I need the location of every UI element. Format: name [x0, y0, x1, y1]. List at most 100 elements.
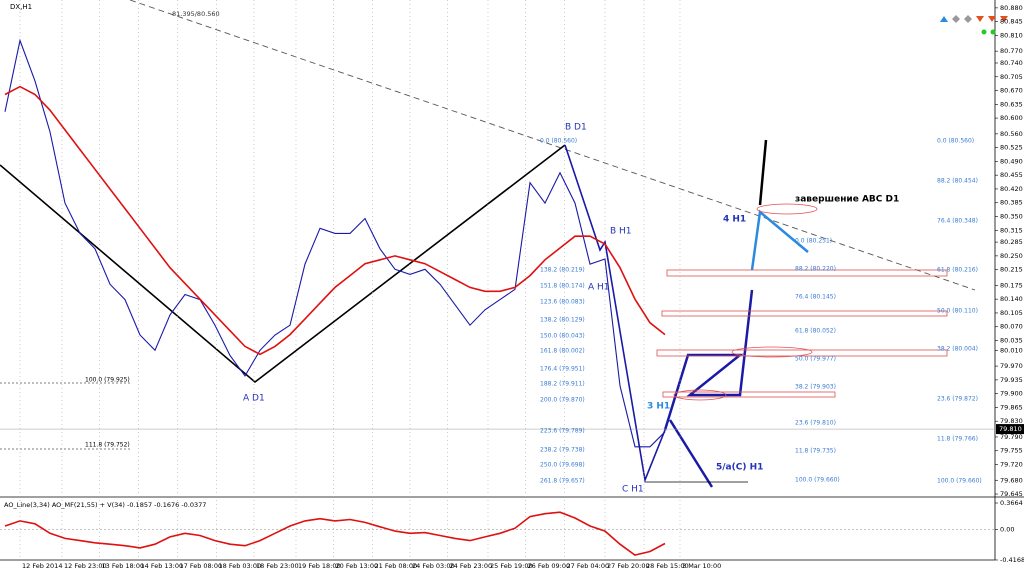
y-tick-label: 80.105	[1000, 309, 1023, 317]
annotation: A H1	[588, 283, 610, 293]
y-tick-label: 80.455	[1000, 171, 1023, 179]
y-tick-label: 80.250	[1000, 252, 1023, 260]
annotation: A D1	[243, 394, 265, 404]
y-tick-label: 79.865	[1000, 403, 1023, 411]
y-tick-label: 80.600	[1000, 114, 1023, 122]
fib-label: 11.8 (79.735)	[795, 448, 836, 455]
wave-forecast	[663, 289, 754, 431]
fib-label: 11.8 (79.766)	[937, 436, 978, 443]
y-tick-label: 80.420	[1000, 185, 1023, 193]
chart-title: DX,H1	[10, 3, 32, 11]
y-tick-label: 79.970	[1000, 362, 1023, 370]
x-tick-label: 12 Feb 23:00	[64, 562, 107, 570]
fib-label: 123.6 (80.083)	[540, 299, 585, 306]
fib-label: 0.0 (80.251)	[795, 238, 832, 245]
y-tick-label: 80.635	[1000, 100, 1023, 108]
fib-label: 38.2 (80.004)	[937, 346, 978, 353]
annotation: завершение ABC D1	[795, 195, 899, 205]
annotation: 3 H1	[647, 402, 670, 412]
y-tick-label: 80.740	[1000, 59, 1023, 67]
fib-label: 238.2 (79.738)	[540, 447, 585, 454]
fib-label: 250.0 (79.698)	[540, 462, 585, 469]
y-tick-label: 80.845	[1000, 18, 1023, 26]
fib-label: 23.6 (79.872)	[937, 396, 978, 403]
fib-label: 76.4 (80.145)	[795, 294, 836, 301]
x-tick-label: 27 Feb 20:00	[607, 562, 650, 570]
wave-projection	[758, 139, 768, 206]
target-zones	[656, 203, 948, 401]
x-tick-label: 26 Feb 09:00	[528, 562, 571, 570]
price-line	[4, 85, 666, 356]
x-tick-label: 17 Feb 08:00	[180, 562, 223, 570]
fib-label: 100.0 (79.660)	[937, 478, 982, 485]
y-tick-label: 80.350	[1000, 213, 1023, 221]
fib-label: 223.6 (79.789)	[540, 428, 585, 435]
x-tick-label: 3 Mar 10:00	[682, 562, 721, 570]
fib-label: 151.8 (80.174)	[540, 283, 585, 290]
x-tick-label: 18 Feb 23:00	[256, 562, 299, 570]
y-tick-label: 79.790	[1000, 433, 1023, 441]
wave-forecast	[750, 209, 809, 271]
fib-label: 138.2 (80.219)	[540, 267, 585, 274]
indicator-tick-label: 0.3664	[1000, 499, 1023, 507]
fib-label: 61.8 (80.216)	[937, 267, 978, 274]
y-tick-label: 80.315	[1000, 226, 1023, 234]
x-tick-label: 13 Feb 18:00	[102, 562, 145, 570]
y-tick-label: 80.175	[1000, 281, 1023, 289]
wave-forecast	[668, 419, 714, 488]
y-tick-label: 80.670	[1000, 87, 1023, 95]
annotation: B H1	[610, 227, 632, 237]
x-tick-label: 27 Feb 04:00	[567, 562, 610, 570]
indicator-tick-label: 0.00	[1000, 526, 1014, 534]
x-tick-label: 19 Feb 18:00	[298, 562, 341, 570]
fib-label: 261.8 (79.657)	[540, 478, 585, 485]
x-tick-label: 24 Feb 23:00	[450, 562, 493, 570]
current-price-label: 79.810	[999, 425, 1022, 433]
y-tick-label: 80.070	[1000, 323, 1023, 331]
toolbar-icons	[940, 15, 1008, 35]
fib-label: 111.8 (79.752)	[85, 442, 130, 449]
wave-abc-d1	[0, 144, 566, 384]
fib-label: 88.2 (80.454)	[937, 178, 978, 185]
fib-label: 88.2 (80.220)	[795, 266, 836, 273]
y-tick-label: 79.720	[1000, 461, 1023, 469]
fib-label: 0.0 (80.560)	[937, 138, 974, 145]
y-tick-label: 80.525	[1000, 144, 1023, 152]
fib-label: 161.8 (80.002)	[540, 348, 585, 355]
indicator-line	[4, 511, 666, 556]
y-tick-label: 80.035	[1000, 337, 1023, 345]
indicator-tick-label: -0.4168	[1000, 556, 1024, 564]
y-tick-label: 80.560	[1000, 130, 1023, 138]
fib-label: 188.2 (79.911)	[540, 381, 585, 388]
fib-label: 176.4 (79.951)	[540, 366, 585, 373]
fib-label: 61.8 (80.052)	[795, 328, 836, 335]
x-tick-label: 28 Feb 15:00	[646, 562, 689, 570]
annotation: 81.395/80.560	[172, 10, 220, 18]
fib-label: 100.0 (79.660)	[795, 477, 840, 484]
y-tick-label: 80.010	[1000, 346, 1023, 354]
x-tick-label: 20 Feb 13:00	[336, 562, 379, 570]
fib-label: 76.4 (80.348)	[937, 218, 978, 225]
fib-label: 38.2 (79.903)	[795, 384, 836, 391]
x-tick-label: 14 Feb 13:00	[141, 562, 184, 570]
y-tick-label: 79.755	[1000, 447, 1023, 455]
trend-line	[129, 0, 976, 291]
fib-label: 100.0 (79.925)	[85, 377, 130, 384]
y-tick-label: 80.705	[1000, 73, 1023, 81]
fib-label: 50.0 (80.110)	[937, 308, 978, 315]
fib-label: 138.2 (80.129)	[540, 317, 585, 324]
x-tick-label: 12 Feb 2014	[22, 562, 62, 570]
current-price-box	[996, 424, 1024, 435]
y-tick-label: 80.385	[1000, 199, 1023, 207]
fib-label: 23.6 (79.810)	[795, 420, 836, 427]
y-tick-label: 79.830	[1000, 417, 1023, 425]
fib-label: 0.0 (80.560)	[540, 138, 577, 145]
annotation: B D1	[565, 123, 587, 133]
y-tick-label: 80.880	[1000, 4, 1023, 12]
y-tick-label: 80.490	[1000, 157, 1023, 165]
wave-h1	[564, 144, 666, 483]
x-tick-label: 18 Feb 03:00	[219, 562, 262, 570]
y-tick-label: 80.285	[1000, 238, 1023, 246]
